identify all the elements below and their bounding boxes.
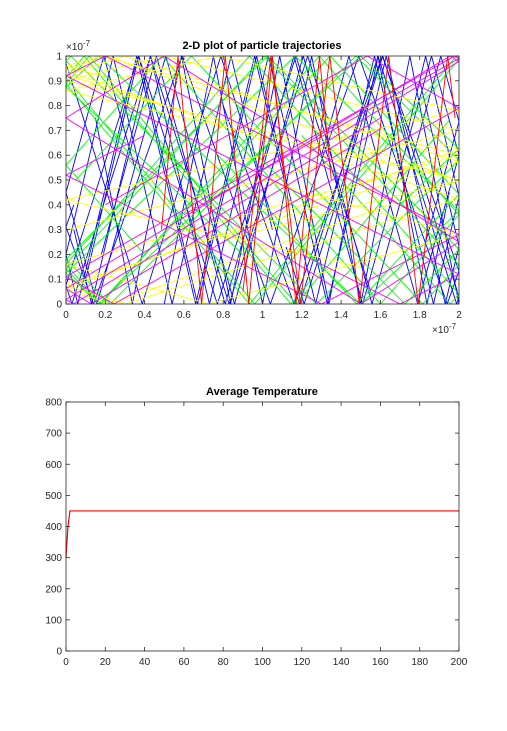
temperature-x-tick-label: 200 — [451, 657, 468, 668]
temperature-x-tick-label: 60 — [178, 657, 190, 668]
trajectory-x-tick-label: 0.8 — [216, 310, 230, 321]
trajectory-series — [66, 56, 459, 304]
trajectory-x-tick-label: 2 — [456, 310, 462, 321]
trajectory-series — [73, 56, 459, 304]
trajectory-y-tick-label: 0.8 — [48, 101, 62, 112]
trajectory-series — [66, 56, 459, 268]
trajectory-y-tick-label: 0 — [56, 300, 62, 311]
temperature-x-tick-label: 160 — [372, 657, 389, 668]
trajectory-series — [66, 56, 459, 304]
trajectory-series — [161, 56, 332, 304]
temperature-y-tick-label: 700 — [45, 429, 62, 440]
trajectory-y-tick-labels: 0 0.1 0.2 0.3 0.4 0.5 0.6 0.7 0.8 0.9 1 — [48, 52, 62, 311]
temperature-y-tick-label: 0 — [56, 647, 62, 658]
trajectory-y-exponent: ×10-7 — [66, 39, 91, 53]
trajectory-series — [66, 56, 459, 304]
trajectory-y-tick-label: 0.2 — [48, 250, 62, 261]
trajectory-x-tick-label: 1.6 — [373, 310, 387, 321]
temperature-x-tick-label: 20 — [100, 657, 112, 668]
temperature-y-tick-label: 500 — [45, 491, 62, 502]
trajectory-ticks — [65, 55, 460, 305]
trajectory-x-tick-label: 0 — [63, 310, 69, 321]
trajectory-series — [66, 56, 459, 304]
trajectory-x-tick-label: 1 — [260, 310, 266, 321]
trajectory-x-exponent: ×10-7 — [432, 322, 457, 336]
temperature-plot-background — [66, 402, 459, 651]
temperature-y-tick-label: 600 — [45, 460, 62, 471]
trajectory-plot-title: 2-D plot of particle trajectories — [183, 40, 342, 52]
trajectory-y-tick-label: 0.5 — [48, 176, 62, 187]
temperature-x-tick-label: 100 — [254, 657, 271, 668]
trajectory-y-tick-label: 0.4 — [48, 200, 62, 211]
trajectory-lines — [66, 56, 459, 304]
trajectory-y-exponent-base: ×10 — [66, 42, 83, 53]
trajectory-series — [66, 56, 459, 304]
trajectory-series — [66, 56, 459, 304]
trajectory-y-exponent-power: -7 — [83, 39, 91, 48]
trajectory-series — [66, 56, 459, 304]
trajectory-x-tick-label: 1.8 — [413, 310, 427, 321]
temperature-lines — [65, 510, 459, 558]
temperature-y-tick-label: 800 — [45, 398, 62, 409]
temperature-plot-title: Average Temperature — [206, 386, 318, 398]
temperature-x-tick-label: 120 — [293, 657, 310, 668]
temperature-x-tick-label: 140 — [333, 657, 350, 668]
trajectory-y-tick-label: 0.3 — [48, 225, 62, 236]
trajectory-x-tick-label: 0.2 — [98, 310, 112, 321]
trajectory-x-tick-label: 0.6 — [177, 310, 191, 321]
temperature-y-tick-label: 400 — [45, 522, 62, 533]
trajectory-x-exponent-base: ×10 — [432, 325, 449, 336]
temperature-ticks — [65, 401, 460, 652]
trajectory-series — [66, 56, 459, 304]
trajectory-x-tick-label: 1.2 — [295, 310, 309, 321]
trajectory-y-tick-label: 0.9 — [48, 76, 62, 87]
trajectory-series — [66, 56, 459, 240]
trajectory-series — [66, 56, 459, 304]
trajectory-y-tick-label: 0.6 — [48, 151, 62, 162]
temperature-y-tick-label: 100 — [45, 615, 62, 626]
temperature-x-tick-labels: 0 20 40 60 80 100 120 140 160 180 200 — [63, 657, 468, 668]
temperature-y-tick-label: 300 — [45, 553, 62, 564]
trajectory-plot: 0 0.2 0.4 0.6 0.8 1 1.2 1.4 1.6 1.8 2 0 0.1 0.2 0.3 0.… — [48, 39, 462, 336]
temperature-series-line — [65, 510, 459, 558]
trajectory-series — [95, 56, 450, 304]
temperature-x-tick-label: 40 — [139, 657, 151, 668]
trajectory-x-tick-label: 1.4 — [334, 310, 348, 321]
temperature-x-tick-label: 0 — [63, 657, 69, 668]
temperature-plot: 0 20 40 60 80 100 120 140 160 180 200 0 100 200 300 40… — [45, 386, 467, 668]
temperature-x-tick-label: 180 — [411, 657, 428, 668]
trajectory-x-tick-label: 0.4 — [138, 310, 152, 321]
trajectory-y-tick-label: 0.7 — [48, 126, 62, 137]
temperature-y-tick-labels: 0 100 200 300 400 500 600 700 800 — [45, 398, 62, 658]
trajectory-x-tick-labels: 0 0.2 0.4 0.6 0.8 1 1.2 1.4 1.6 1.8 2 — [63, 310, 462, 321]
trajectory-series — [100, 56, 459, 304]
trajectory-y-tick-label: 1 — [56, 52, 62, 63]
trajectory-x-exponent-power: -7 — [449, 322, 457, 331]
temperature-y-tick-label: 200 — [45, 584, 62, 595]
temperature-x-tick-label: 80 — [218, 657, 230, 668]
trajectory-y-tick-label: 0.1 — [48, 275, 62, 286]
